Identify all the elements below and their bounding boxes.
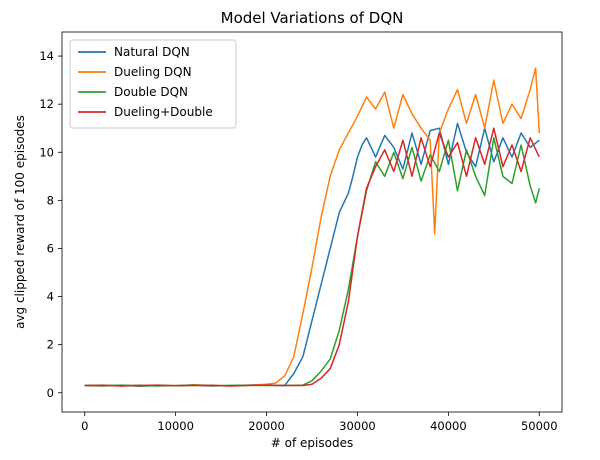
x-tick-label: 30000	[339, 419, 376, 433]
y-tick-label: 6	[47, 241, 54, 255]
y-tick-label: 0	[47, 386, 54, 400]
legend-entry: Dueling+Double	[114, 105, 213, 119]
plot-area: 0 10000 20000 30000 40000 50000 0 2 4 6 8 10 12 14	[39, 31, 563, 433]
y-axis-label: avg clipped reward of 100 episodes	[13, 115, 27, 329]
legend: Natural DQN Dueling DQN Double DQN Dueling+…	[69, 39, 237, 129]
x-tick-label: 20000	[248, 419, 285, 433]
legend-box	[69, 39, 237, 129]
x-tick-label: 40000	[430, 419, 467, 433]
legend-entry: Double DQN	[114, 85, 188, 99]
y-tick-label: 12	[39, 97, 54, 111]
chart-title: Model Variations of DQN	[221, 9, 404, 27]
y-tick-label: 14	[39, 49, 54, 63]
series-line-dueling-double	[84, 127, 540, 387]
legend-entry: Dueling DQN	[114, 65, 192, 79]
legend-entry: Natural DQN	[114, 45, 190, 59]
x-axis-label: # of episodes	[271, 436, 353, 450]
y-tick-label: 10	[39, 145, 54, 159]
y-tick-label: 2	[47, 338, 54, 352]
y-tick-label: 4	[47, 290, 54, 304]
axes-frame	[61, 31, 563, 413]
x-tick-label: 10000	[157, 419, 194, 433]
x-tick-label: 50000	[521, 419, 558, 433]
x-tick-label: 0	[81, 419, 88, 433]
y-tick-label: 8	[47, 193, 54, 207]
